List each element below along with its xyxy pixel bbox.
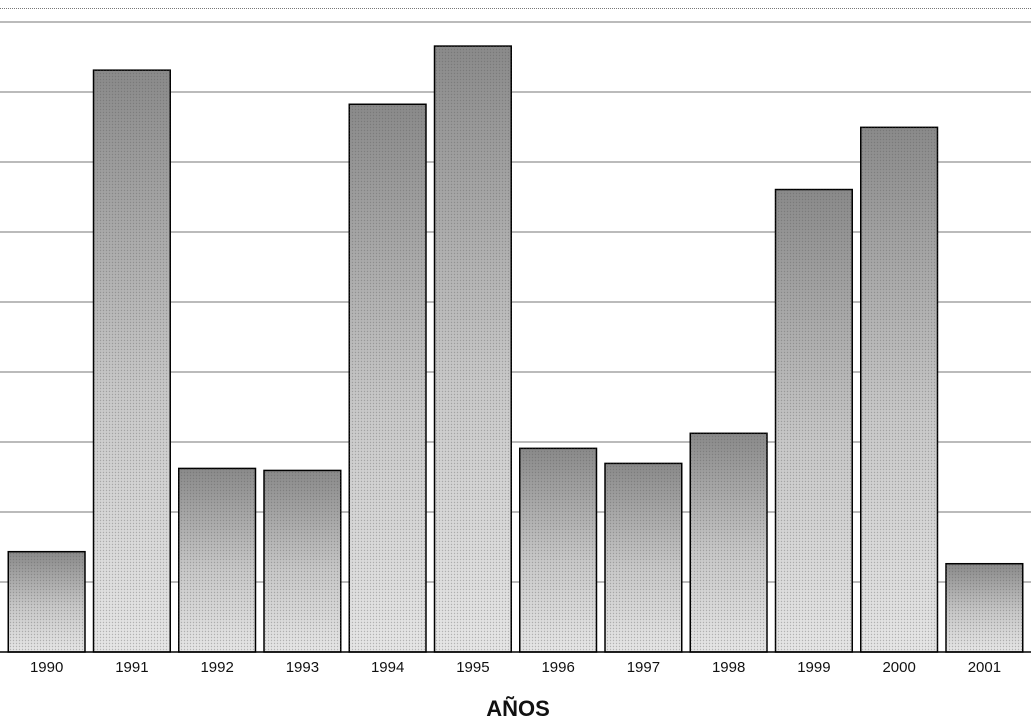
bar-1990 [7, 550, 86, 653]
x-tick-label: 1995 [456, 659, 489, 676]
bar-1993 [263, 469, 342, 653]
bar-1997 [604, 462, 683, 653]
x-tick-label: 2000 [882, 659, 915, 676]
bar-texture [690, 433, 767, 652]
bar-1992 [178, 467, 257, 653]
bar-texture [519, 448, 597, 652]
bar-texture [775, 189, 853, 653]
x-tick-label: 2001 [968, 659, 1001, 676]
x-tick-label: 1992 [200, 659, 233, 676]
bar-2001 [945, 562, 1024, 653]
bar-texture [178, 468, 256, 652]
bar-texture [605, 463, 682, 652]
bar-texture [434, 46, 512, 653]
bar-1996 [519, 447, 598, 653]
x-tick-label: 1998 [712, 659, 745, 676]
bar-texture [860, 127, 938, 653]
bars [7, 45, 1024, 653]
bar-2000 [860, 126, 939, 653]
x-tick-label: 1996 [541, 659, 574, 676]
bar-1998 [689, 432, 768, 653]
bar-1994 [348, 103, 427, 653]
bar-texture [946, 563, 1023, 652]
top-dotted-rule [0, 8, 1031, 9]
x-tick-label: 1994 [371, 659, 404, 676]
x-tick-labels: 1990 1991 1992 1993 1994 1995 1996 1997 1998 1999… [30, 659, 1001, 676]
x-axis-label: AÑOS [486, 696, 550, 721]
x-tick-label: 1990 [30, 659, 63, 676]
bar-1991 [92, 69, 171, 653]
x-tick-label: 1991 [115, 659, 148, 676]
bar-texture [93, 70, 171, 652]
bar-texture [8, 551, 85, 652]
bar-1999 [774, 188, 853, 653]
x-tick-label: 1993 [286, 659, 319, 676]
bar-texture [349, 104, 426, 653]
x-tick-label: 1999 [797, 659, 830, 676]
bar-1995 [433, 45, 512, 653]
grid-lines [0, 21, 1031, 583]
bar-texture [264, 470, 341, 652]
x-tick-label: 1997 [627, 659, 660, 676]
